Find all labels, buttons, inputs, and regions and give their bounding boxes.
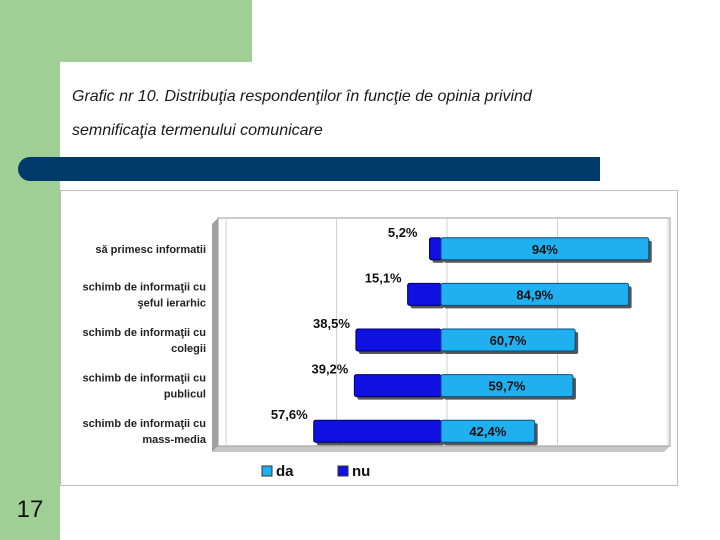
data-label-nu-2: 38,5% xyxy=(313,316,350,331)
data-label-da-0: 94% xyxy=(532,242,558,257)
bar-da-3 xyxy=(440,374,574,398)
side-decoration xyxy=(0,0,60,540)
plot-side-wall xyxy=(212,218,218,452)
plot-floor xyxy=(212,446,670,452)
data-label-nu-3: 39,2% xyxy=(311,362,348,377)
category-label-4: schimb de informaţii cu mass-media xyxy=(83,418,207,446)
slide-number: 17 xyxy=(16,496,44,523)
chart-title-line-1: Grafic nr 10. Distribuţia respondenţilor… xyxy=(72,88,532,105)
data-label-nu-0: 5,2% xyxy=(388,225,418,240)
category-label-3: schimb de informaţii cu publicul xyxy=(83,373,206,401)
bar-nu-0 xyxy=(429,237,442,261)
chart-title: Grafic nr 10. Distribuţia respondenţilor… xyxy=(72,80,692,148)
legend-label-nu: nu xyxy=(352,463,370,480)
bar-nu-2 xyxy=(355,328,442,352)
bar-nu-1 xyxy=(407,282,442,306)
bar-da-4 xyxy=(440,419,536,443)
title-divider-bar xyxy=(18,157,600,181)
data-label-nu-4: 57,6% xyxy=(271,407,308,422)
bar-da-2 xyxy=(440,328,576,352)
legend-swatch-da xyxy=(261,465,273,477)
legend-label-da: da xyxy=(276,463,294,480)
data-label-nu-1: 15,1% xyxy=(365,270,402,285)
bar-nu-3 xyxy=(353,374,442,398)
bar-da-0 xyxy=(440,237,650,261)
data-label-da-2: 60,7% xyxy=(490,333,527,348)
bar-nu-4 xyxy=(313,419,442,443)
top-decoration xyxy=(60,0,252,62)
category-label-1: schimb de informaţii cu şeful ierarhic xyxy=(83,281,206,309)
bar-da-1 xyxy=(440,282,630,306)
data-label-da-1: 84,9% xyxy=(516,287,553,302)
data-label-da-3: 59,7% xyxy=(489,379,526,394)
chart-title-line-2: semnificaţia termenului comunicare xyxy=(72,122,323,139)
data-label-da-4: 42,4% xyxy=(469,424,506,439)
category-label-2: schimb de informaţii cu colegii xyxy=(83,327,206,355)
legend-swatch-nu xyxy=(337,465,349,477)
category-label-0: să primesc informatii xyxy=(95,244,206,256)
